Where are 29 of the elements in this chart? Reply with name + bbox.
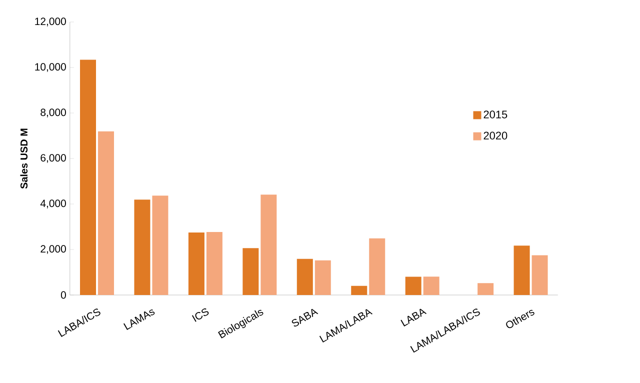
legend-label: 2015 xyxy=(484,110,508,118)
bar xyxy=(369,238,386,295)
legend-label: 2020 xyxy=(484,132,508,140)
bar xyxy=(314,260,331,295)
x-tick-label: SABA xyxy=(292,308,318,327)
bar xyxy=(351,286,368,295)
bar xyxy=(134,200,150,295)
y-tick-label: 6,000 xyxy=(40,154,66,163)
bar xyxy=(405,276,422,295)
bar xyxy=(423,276,440,295)
bar xyxy=(206,232,222,295)
y-tick-label: 12,000 xyxy=(35,18,66,26)
bar xyxy=(260,194,277,295)
x-tick-label: ICS xyxy=(192,308,209,322)
y-tick-label: 2,000 xyxy=(40,245,66,254)
bar xyxy=(514,246,530,295)
bar xyxy=(98,131,114,295)
bar xyxy=(188,232,204,295)
bar xyxy=(296,258,313,295)
bar xyxy=(80,60,96,295)
bar xyxy=(242,248,259,295)
y-axis-title: Sales USD M xyxy=(20,128,28,189)
y-tick-label: 10,000 xyxy=(35,63,66,72)
y-tick-label: 0 xyxy=(60,291,66,299)
y-tick-label: 4,000 xyxy=(40,200,66,208)
bar xyxy=(532,255,548,295)
bar xyxy=(152,196,168,295)
y-tick-label: 8,000 xyxy=(40,108,66,118)
bar xyxy=(478,283,494,295)
